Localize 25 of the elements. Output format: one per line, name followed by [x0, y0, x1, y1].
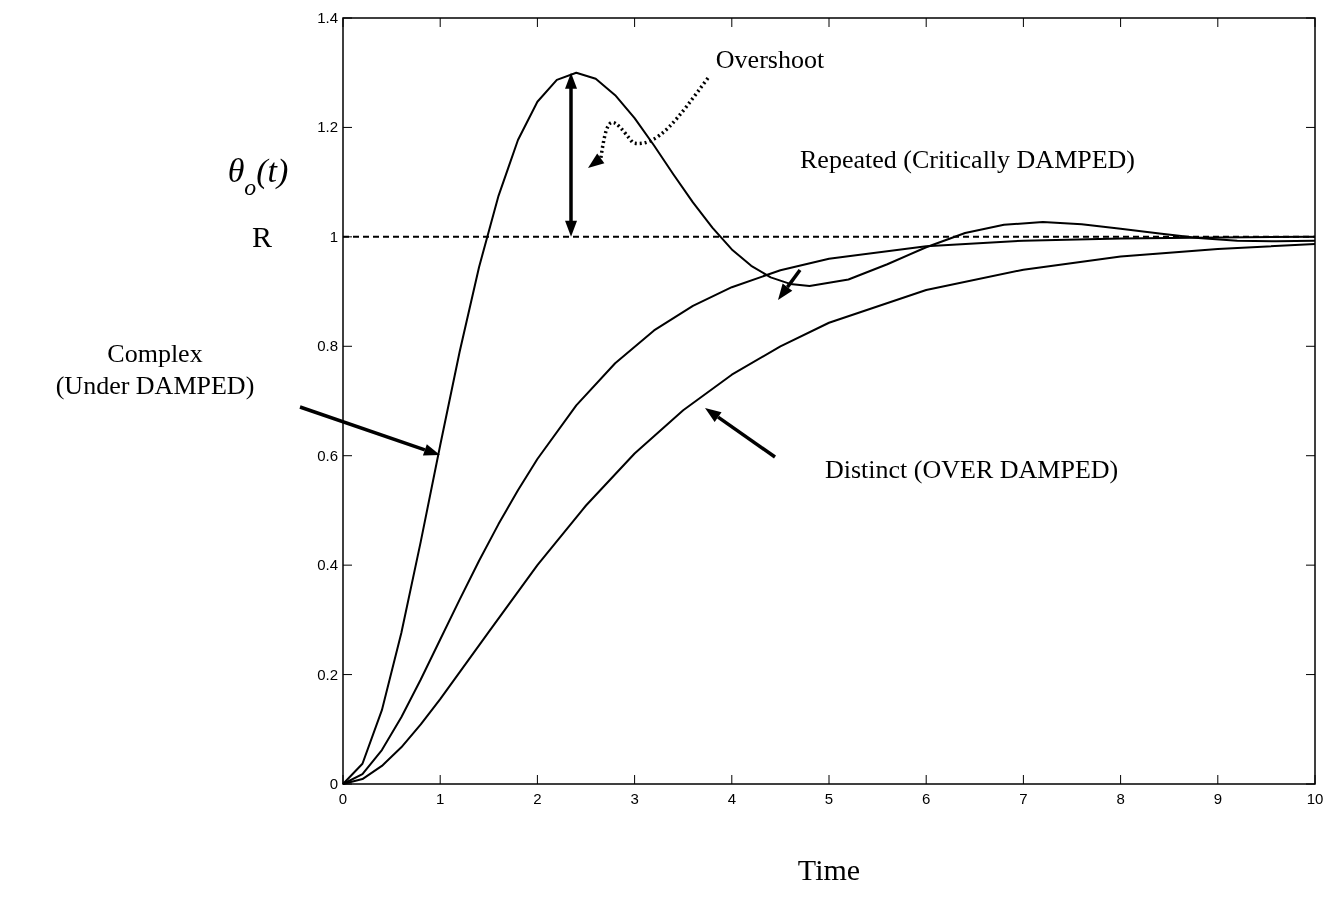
x-tick-label: 10: [1306, 790, 1324, 807]
ref-line-label: R: [251, 219, 273, 253]
annotation: Distinct (OVER DAMPED): [825, 455, 1119, 484]
annotation: Repeated (Critically DAMPED): [800, 145, 1136, 174]
x-tick-label: 8: [1116, 790, 1125, 807]
x-tick-label: 5: [824, 790, 834, 807]
x-tick-label: 7: [1019, 790, 1028, 807]
y-tick-label: 1.4: [317, 9, 338, 26]
y-tick-label: 0.6: [317, 446, 338, 464]
x-tick-label: 6: [922, 790, 931, 807]
y-tick-label: 0: [329, 775, 338, 792]
y-tick-label: 1.2: [317, 118, 338, 136]
x-tick-label: 4: [727, 790, 736, 807]
x-tick-label: 2: [533, 790, 542, 807]
y-tick-label: 1: [329, 227, 338, 245]
text: Complex (Under DAMPED): [55, 339, 255, 400]
x-axis-title: Time: [797, 853, 861, 886]
y-tick-label: 0.2: [317, 665, 338, 683]
y-axis-title: θ$_{o}$(t): [227, 152, 289, 200]
y-tick-label: 0.4: [317, 556, 338, 574]
x-tick-label: 3: [630, 790, 639, 807]
x-tick-label: 1: [436, 790, 445, 807]
y-tick-label: 0.8: [317, 337, 338, 355]
x-tick-label: 9: [1213, 790, 1222, 807]
annotation: Overshoot: [715, 45, 825, 74]
